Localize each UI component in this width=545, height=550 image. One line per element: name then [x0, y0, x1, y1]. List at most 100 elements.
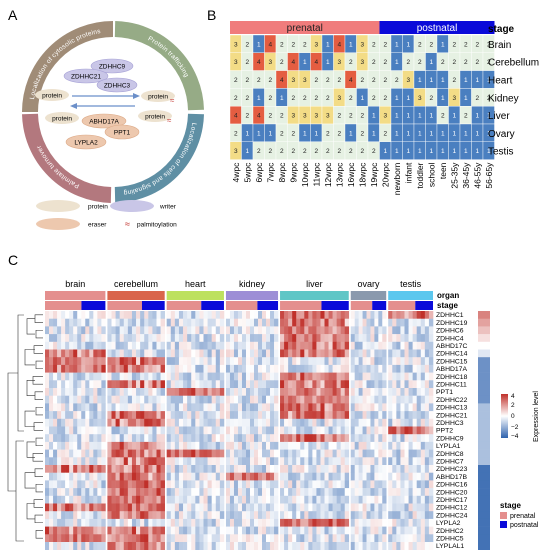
expression-cell — [412, 503, 418, 512]
expression-cell — [187, 418, 192, 427]
expression-cell — [207, 372, 212, 381]
expression-cell — [203, 488, 208, 497]
expression-cell — [400, 472, 405, 481]
expression-cell — [152, 411, 157, 420]
expression-cell — [254, 449, 259, 458]
expression-cell — [101, 511, 106, 520]
expression-cell — [312, 372, 317, 381]
expression-cell — [53, 349, 58, 358]
expression-cell — [237, 495, 243, 504]
expression-cell — [53, 334, 58, 343]
expression-cell — [388, 395, 393, 404]
expression-cell — [340, 480, 346, 489]
expression-cell — [241, 495, 247, 504]
expression-cell — [292, 318, 297, 327]
expression-cell — [53, 372, 58, 381]
expression-cell — [61, 395, 66, 404]
expression-cell — [61, 372, 66, 381]
heat-cell-value: 1 — [429, 59, 433, 66]
expression-cell — [73, 326, 78, 335]
expression-cell — [119, 465, 125, 473]
expression-cell — [144, 534, 149, 543]
expression-cell — [233, 488, 239, 497]
expression-cell — [245, 318, 251, 327]
heat-cell-value: 1 — [406, 130, 410, 137]
heat-cell-value: 1 — [395, 95, 399, 102]
expression-cell — [191, 318, 196, 327]
expression-cell — [280, 542, 285, 550]
expression-cell — [219, 426, 225, 435]
expression-cell — [85, 534, 90, 543]
expression-cell — [396, 326, 401, 335]
expression-cell — [382, 418, 387, 427]
expression-cell — [93, 372, 98, 381]
expression-cell — [237, 503, 243, 512]
expression-cell — [374, 380, 379, 389]
expression-cell — [328, 542, 333, 550]
expression-cell — [115, 426, 120, 435]
expression-cell — [191, 518, 196, 527]
expression-cell — [123, 349, 129, 358]
expression-cell — [152, 372, 157, 381]
expression-cell — [336, 434, 341, 443]
expression-cell — [136, 534, 141, 543]
expression-cell — [358, 403, 363, 412]
expression-cell — [77, 434, 82, 443]
expression-cell — [127, 457, 133, 466]
expression-cell — [211, 426, 217, 435]
expression-cell — [131, 349, 137, 358]
expression-cell — [203, 403, 208, 412]
expression-cell — [219, 388, 225, 396]
heat-cell-value: 1 — [245, 130, 249, 137]
expression-cell — [195, 364, 200, 373]
expression-cell — [420, 357, 426, 366]
expression-cell — [93, 411, 98, 420]
expression-cell — [262, 341, 267, 350]
expression-cell — [428, 334, 434, 343]
heat-cell-value: 1 — [395, 148, 399, 155]
expression-cell — [148, 364, 153, 373]
organ-title-cerebellum: cerebellum — [114, 279, 158, 289]
expression-cell — [115, 341, 120, 350]
expression-cell — [249, 403, 255, 412]
expression-cell — [93, 380, 98, 389]
expression-cell — [249, 395, 255, 404]
expression-cell — [199, 326, 204, 335]
expression-cell — [207, 542, 212, 550]
expression-cell — [378, 341, 383, 350]
heat-cell-value: 4 — [291, 59, 295, 66]
expression-cell — [211, 465, 217, 473]
expression-cell — [187, 495, 192, 504]
expression-cell — [412, 388, 418, 396]
expression-cell — [69, 411, 74, 420]
heat-cell-value: 2 — [314, 148, 318, 155]
expression-cell — [404, 372, 409, 381]
expression-cell — [370, 311, 375, 319]
expression-cell — [280, 534, 285, 543]
expression-cell — [262, 542, 267, 550]
expression-cell — [61, 503, 66, 512]
expression-cell — [140, 503, 145, 512]
expression-cell — [378, 388, 383, 396]
expression-cell — [416, 526, 422, 535]
expression-cell — [77, 441, 82, 450]
expression-cell — [195, 403, 200, 412]
expression-cell — [131, 441, 137, 450]
expression-cell — [203, 372, 208, 381]
stage-legend-prenatal-swatch — [500, 512, 507, 519]
expression-cell — [328, 388, 333, 396]
expression-cell — [233, 542, 239, 550]
expression-cell — [148, 357, 153, 366]
expression-cell — [199, 318, 204, 327]
expression-cell — [284, 488, 289, 497]
expression-cell — [85, 488, 90, 497]
expression-cell — [81, 542, 86, 550]
heat-cell-value: 1 — [464, 130, 468, 137]
expression-cell — [344, 434, 350, 443]
expression-cell — [45, 518, 50, 527]
expression-cell — [249, 495, 255, 504]
expression-cell — [127, 334, 133, 343]
heat-cell-value: 1 — [257, 130, 261, 137]
expression-cell — [312, 495, 317, 504]
expression-cell — [388, 495, 393, 504]
